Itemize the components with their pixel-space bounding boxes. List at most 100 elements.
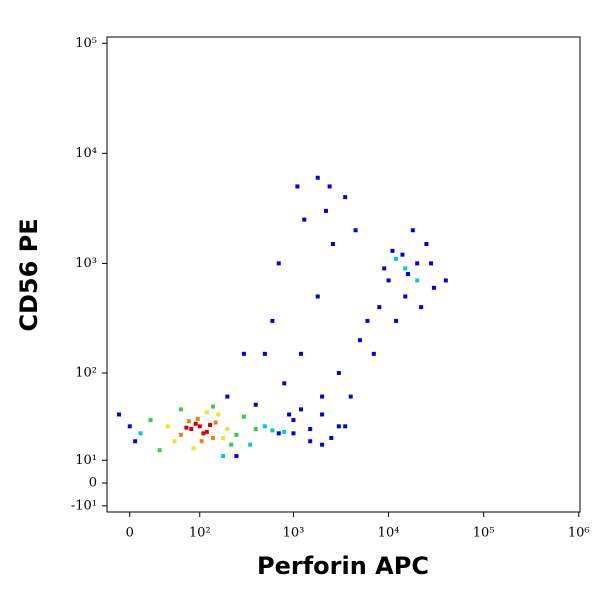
data-point xyxy=(262,351,267,356)
data-point xyxy=(199,439,204,444)
data-point xyxy=(133,439,138,444)
data-point xyxy=(193,421,198,426)
data-point xyxy=(382,266,387,271)
data-point xyxy=(320,412,325,417)
data-point xyxy=(208,423,213,428)
x-tick-label: 10⁶ xyxy=(568,526,590,541)
data-point xyxy=(394,256,399,261)
y-tick-label: 10⁴ xyxy=(75,146,97,161)
data-point xyxy=(424,242,429,247)
data-point xyxy=(216,412,221,417)
data-point xyxy=(221,454,226,459)
data-point xyxy=(348,394,353,399)
data-point xyxy=(320,394,325,399)
y-tick-label: 10⁵ xyxy=(75,36,97,51)
data-point xyxy=(403,266,408,271)
data-point xyxy=(204,410,209,415)
x-tick-label: 0 xyxy=(126,526,134,541)
data-point xyxy=(357,338,362,343)
data-point xyxy=(405,272,410,277)
data-point xyxy=(204,429,209,434)
x-tick-label: 10⁵ xyxy=(473,526,495,541)
data-point xyxy=(234,432,239,437)
data-point xyxy=(443,278,448,283)
data-point xyxy=(287,412,292,417)
x-tick-label: 10³ xyxy=(283,526,305,541)
plot-frame xyxy=(106,36,581,513)
y-tick-label: -10¹ xyxy=(71,498,97,513)
data-point xyxy=(210,404,215,409)
data-point xyxy=(291,431,296,436)
x-axis-label: Perforin APC xyxy=(257,552,429,580)
data-point xyxy=(229,442,234,447)
data-point xyxy=(324,208,329,213)
data-point xyxy=(225,427,230,432)
data-point xyxy=(241,414,246,419)
data-point xyxy=(308,427,313,432)
data-point xyxy=(282,381,287,386)
data-point xyxy=(138,431,143,436)
data-point xyxy=(234,454,239,459)
data-point xyxy=(270,318,275,323)
y-axis-label: CD56 PE xyxy=(15,218,43,331)
data-point xyxy=(365,318,370,323)
data-point xyxy=(186,419,191,424)
data-point xyxy=(415,261,420,266)
data-point xyxy=(189,427,194,432)
y-tick-label: 10¹ xyxy=(75,453,97,468)
data-point xyxy=(343,424,348,429)
data-point xyxy=(394,318,399,323)
data-point xyxy=(184,425,189,430)
data-point xyxy=(248,442,253,447)
data-point xyxy=(302,217,307,222)
data-point xyxy=(210,435,215,440)
x-tick-label: 10⁴ xyxy=(378,526,400,541)
data-point xyxy=(400,252,405,257)
data-point xyxy=(410,228,415,233)
data-point xyxy=(282,429,287,434)
data-point xyxy=(330,242,335,247)
data-point xyxy=(178,432,183,437)
data-point xyxy=(165,424,170,429)
data-point xyxy=(225,394,230,399)
data-point xyxy=(429,261,434,266)
data-point xyxy=(197,424,202,429)
data-point xyxy=(178,407,183,412)
data-point xyxy=(431,285,436,290)
y-tick-label: 10² xyxy=(75,365,97,380)
data-point xyxy=(298,407,303,412)
data-point xyxy=(295,184,300,189)
x-tick-label: 10² xyxy=(189,526,211,541)
data-point xyxy=(253,427,258,432)
data-point xyxy=(315,294,320,299)
data-point xyxy=(172,439,177,444)
data-point xyxy=(336,370,341,375)
data-point xyxy=(241,351,246,356)
data-point xyxy=(221,435,226,440)
data-point xyxy=(195,416,200,421)
data-point xyxy=(419,305,424,310)
data-point xyxy=(298,351,303,356)
data-point xyxy=(353,228,358,233)
data-point xyxy=(403,294,408,299)
data-point xyxy=(308,439,313,444)
data-point xyxy=(343,195,348,200)
data-point xyxy=(157,448,162,453)
data-point xyxy=(291,418,296,423)
data-point xyxy=(320,442,325,447)
data-point xyxy=(127,424,132,429)
data-point xyxy=(315,175,320,180)
data-point xyxy=(386,278,391,283)
data-point xyxy=(390,248,395,253)
data-point xyxy=(329,435,334,440)
y-tick-label: 10³ xyxy=(75,256,97,271)
data-point xyxy=(415,278,420,283)
data-point xyxy=(116,412,121,417)
data-point xyxy=(276,261,281,266)
data-point xyxy=(327,184,332,189)
data-point xyxy=(213,420,218,425)
data-point xyxy=(276,431,281,436)
data-point xyxy=(262,424,267,429)
data-point xyxy=(191,446,196,451)
